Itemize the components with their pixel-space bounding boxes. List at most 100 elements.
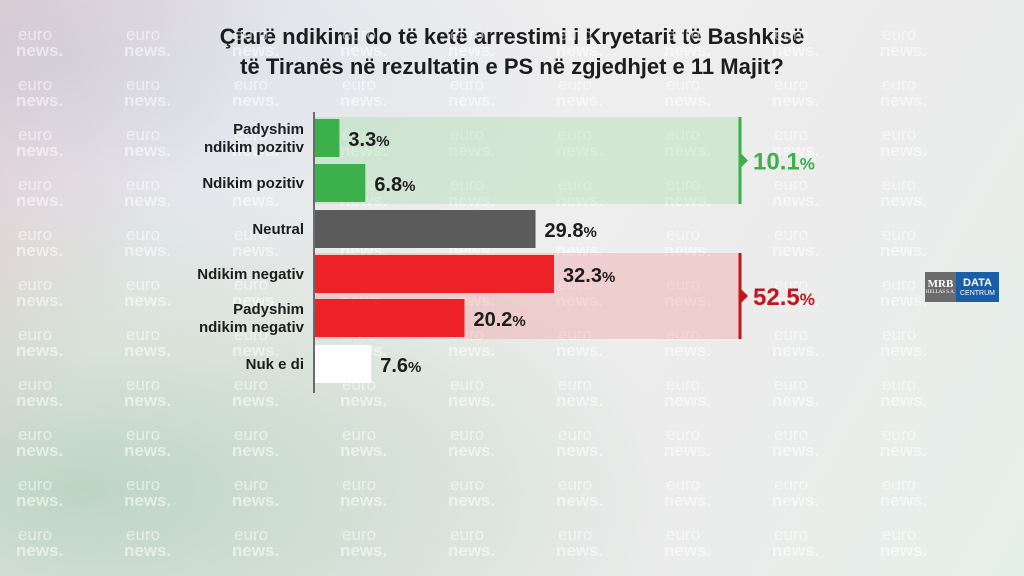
watermark-euro: euro [882, 275, 916, 294]
bar [315, 299, 465, 337]
watermark-euro: euro [882, 525, 916, 544]
datacentrum-logo-data: DATA [963, 276, 992, 289]
watermark-euro: euro [126, 25, 160, 44]
watermark-news: news. [880, 441, 927, 460]
watermark-euro: euro [774, 175, 808, 194]
watermark-news: news. [664, 191, 711, 210]
watermark-euro: euro [234, 375, 268, 394]
chart-title: Çfarë ndikimi do të ketë arrestimi i Kry… [0, 22, 1024, 82]
watermark-news: news. [556, 541, 603, 560]
watermark-news: news. [664, 141, 711, 160]
watermark-news: news. [340, 141, 387, 160]
watermark-news: news. [880, 191, 927, 210]
watermark-euro: euro [558, 275, 592, 294]
watermark-news: news. [232, 241, 279, 260]
group-total-label: 52.5% [753, 284, 815, 311]
bar [315, 210, 536, 248]
watermark-euro: euro [774, 75, 808, 94]
watermark-euro: euro [18, 75, 52, 94]
watermark-euro: euro [558, 475, 592, 494]
watermark-news: news. [340, 41, 387, 60]
watermark-euro: euro [126, 525, 160, 544]
watermark-news: news. [124, 541, 171, 560]
watermark-euro: euro [774, 25, 808, 44]
watermark-euro: euro [18, 275, 52, 294]
category-label: Nuk e di [246, 356, 304, 373]
watermark-euro: euro [18, 525, 52, 544]
watermark-news: news. [880, 141, 927, 160]
watermark-news: news. [124, 291, 171, 310]
group-box [314, 117, 740, 204]
watermark-news: news. [232, 491, 279, 510]
watermark-euro: euro [450, 525, 484, 544]
mrb-datacentrum-logo: MRB HELLAS S.A. DATA CENTRUM [925, 272, 999, 302]
watermark-euro: euro [450, 425, 484, 444]
watermark-news: news. [124, 341, 171, 360]
watermark-euro: euro [342, 525, 376, 544]
watermark-news: news. [772, 491, 819, 510]
watermark-news: news. [556, 441, 603, 460]
watermark-euro: euro [126, 275, 160, 294]
mrb-logo: MRB HELLAS S.A. [925, 272, 956, 302]
watermark-euro: euro [234, 25, 268, 44]
watermark-euro: euro [18, 225, 52, 244]
watermark-euro: euro [558, 125, 592, 144]
watermark-euro: euro [342, 125, 376, 144]
watermark-euro: euro [126, 125, 160, 144]
watermark-news: news. [232, 541, 279, 560]
watermark-euro: euro [558, 525, 592, 544]
watermark-news: news. [340, 91, 387, 110]
mrb-logo-text: MRB [927, 277, 954, 290]
watermark-news: news. [556, 291, 603, 310]
watermark-euro: euro [126, 475, 160, 494]
watermark-euro: euro [558, 175, 592, 194]
watermark-euro: euro [774, 425, 808, 444]
watermark-euro: euro [882, 75, 916, 94]
watermark-news: news. [772, 291, 819, 310]
watermark-euro: euro [882, 125, 916, 144]
watermark-news: news. [880, 241, 927, 260]
watermark-pattern: euronews.euronews.euronews.euronews.euro… [16, 25, 927, 560]
watermark-news: news. [124, 191, 171, 210]
category-label: Padyshim [233, 301, 304, 318]
watermark-news: news. [16, 141, 63, 160]
watermark-news: news. [124, 241, 171, 260]
watermark-news: news. [556, 141, 603, 160]
watermark-news: news. [448, 41, 495, 60]
group-bracket-arrow [740, 288, 748, 304]
title-line-2: të Tiranës në rezultatin e PS në zgjedhj… [240, 54, 784, 79]
datacentrum-logo: DATA CENTRUM [956, 272, 999, 302]
watermark-news: news. [124, 141, 171, 160]
watermark-news: news. [664, 291, 711, 310]
watermark-news: news. [880, 491, 927, 510]
watermark-euro: euro [450, 125, 484, 144]
watermark-news: news. [16, 541, 63, 560]
watermark-euro: euro [126, 325, 160, 344]
data-label-unit: % [512, 313, 525, 330]
watermark-euro: euro [774, 275, 808, 294]
category-label: Ndikim negativ [197, 266, 304, 283]
datacentrum-logo-centrum: CENTRUM [960, 289, 995, 297]
watermark-euro: euro [666, 425, 700, 444]
watermark-news: news. [448, 441, 495, 460]
title-line-1: Çfarë ndikimi do të ketë arrestimi i Kry… [219, 24, 805, 49]
watermark-euro: euro [882, 325, 916, 344]
watermark-euro: euro [234, 125, 268, 144]
watermark-euro: euro [234, 475, 268, 494]
watermark-news: news. [556, 191, 603, 210]
watermark-news: news. [556, 41, 603, 60]
watermark-euro: euro [18, 375, 52, 394]
data-label-unit: % [376, 133, 389, 150]
watermark-news: news. [16, 191, 63, 210]
data-label: 6.8% [374, 174, 415, 196]
watermark-euro: euro [774, 225, 808, 244]
data-label: 32.3% [563, 265, 615, 287]
watermark-news: news. [880, 41, 927, 60]
category-label: Padyshim [233, 121, 304, 138]
watermark-euro: euro [342, 425, 376, 444]
watermark-news: news. [340, 441, 387, 460]
watermark-news: news. [16, 41, 63, 60]
watermark-news: news. [664, 41, 711, 60]
watermark-news: news. [664, 91, 711, 110]
watermark-news: news. [124, 491, 171, 510]
